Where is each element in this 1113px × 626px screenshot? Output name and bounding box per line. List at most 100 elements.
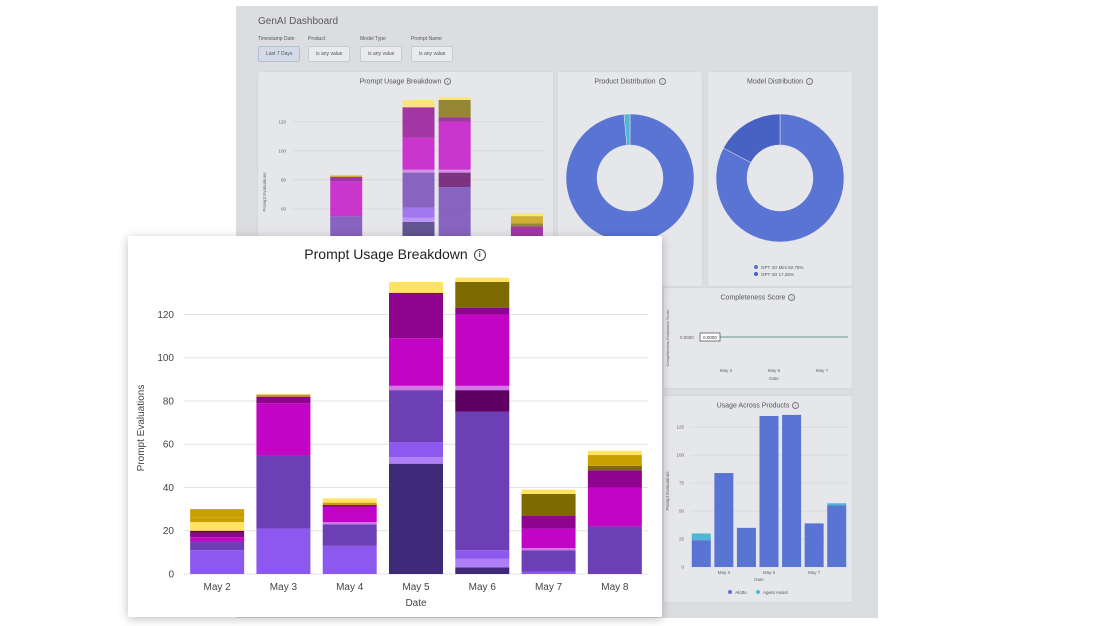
y-axis-label: Prompt Evaluations [665,471,670,511]
x-tick-label: May 2 [204,582,232,593]
x-tick-label: May 4 [336,582,364,593]
bar-segment [438,117,471,122]
bar-segment [455,567,510,574]
bar-segment [322,524,377,546]
bar-segment [455,550,510,559]
x-axis-label: Date [754,577,764,582]
card-title: Model Distribution [746,78,804,86]
bar-segment [521,515,576,529]
bar-segment [190,522,245,531]
completeness-ytick: 0.0000 [680,335,694,340]
bar-segment [438,100,471,118]
x-axis-label: Date [405,598,427,609]
card-title-row: Product Distribution i [558,78,702,85]
y-tick-label: 100 [278,148,286,153]
info-icon[interactable]: i [788,294,796,301]
bar-segment [389,442,443,458]
bar-segment [402,217,435,222]
bar-segment [389,463,443,574]
bar-segment [256,403,311,456]
info-icon[interactable]: i [444,78,452,85]
card-title: Product Distribution [594,78,656,86]
x-tick-label: May 3 [270,582,298,593]
bar-segment [389,385,443,391]
y-tick-label: 20 [163,526,175,537]
info-icon[interactable]: i [792,402,800,409]
info-icon[interactable]: i [658,78,666,85]
prompt-usage-card-zoomed: Prompt Usage Breakdown i 0 20 40 60 80 100 120 M… [128,236,662,617]
bar-segment [402,207,435,218]
usage-products-card: Usage Across Products i 0 25 50 75 100 125 Prom… [664,396,852,602]
filter-timestamp-button[interactable]: Last 7 Days [258,46,301,62]
filter-label: Prompt Name [411,36,442,42]
donut-slice [715,113,845,243]
bar-segment [389,390,443,443]
bar-segment [438,121,471,170]
card-title-row: Prompt Usage Breakdown i [128,246,662,262]
bar-segment [389,457,443,464]
legend-item: Agent Assist [756,590,788,595]
bar-segment [521,548,576,551]
info-icon[interactable]: i [473,249,486,262]
model-legend: GPT 4O Mini 82.75% GPT 4O 17.25% [754,264,803,278]
donut-slice [565,113,695,243]
bar-segment [190,541,245,551]
bar-segment [389,338,443,386]
bar-segment [190,532,245,538]
product-donut-chart [565,113,695,243]
y-tick-label: 0 [681,565,684,570]
legend-item: GPT 4O Mini 82.75% [754,264,803,271]
bar-segment [190,509,245,518]
bar-segment [455,314,510,386]
completeness-xtick: May 3 [720,368,733,373]
bar-segment [256,396,311,404]
bar-segment [402,107,435,138]
bar-segment [402,169,435,173]
bar-segment [322,545,377,574]
y-tick-label: 50 [679,509,685,514]
y-tick-label: 100 [157,353,174,364]
bar-segment [389,282,443,293]
card-title-row: Usage Across Products i [664,402,852,409]
filter-prompt-name-button[interactable]: is any value [411,46,454,62]
bar-segment [587,487,642,527]
legend-item: GPT 4O 17.25% [754,271,803,278]
card-title: Completeness Score [720,294,786,302]
filter-model-type-button[interactable]: is any value [360,46,403,62]
filter-label: Model Type [360,36,386,42]
bar-segment [256,455,311,529]
legend-label: Alotto [735,590,747,595]
bar-segment [759,416,779,567]
model-distribution-card: Model Distribution i GPT 4O Mini 82.75% G… [708,72,852,286]
y-axis-label: Prompt Evaluations [262,172,267,212]
x-tick-label: May 5 [402,582,430,593]
bar-segment [521,489,576,494]
filter-prompt-name: Prompt Name is any value [411,36,454,62]
x-tick-label: May 5 [763,570,776,575]
y-tick-label: 40 [163,483,175,494]
bar-segment [322,522,377,525]
bar-segment [322,502,377,505]
model-donut-chart [715,113,845,243]
bar-segment [827,505,847,567]
x-tick-label: May 7 [535,582,563,593]
legend-label: GPT 4O Mini 82.75% [761,265,804,270]
bar-segment [510,216,543,224]
filter-timestamp-date: Timestamp Date Last 7 Days [258,36,301,62]
bar-segment [521,493,576,516]
bar-segment [389,292,443,339]
bar-segment [804,523,824,567]
bar-segment [714,473,734,567]
bar-segment [190,537,245,542]
info-icon[interactable]: i [806,78,814,85]
completeness-xtick: May 5 [768,368,781,373]
bar-segment [438,172,471,188]
bar-segment [587,470,642,488]
bar-segment [402,172,435,208]
card-title-row: Model Distribution i [708,78,852,85]
bar-segment [438,169,471,173]
filter-product-button[interactable]: is any value [308,46,351,62]
bar-segment [330,175,363,177]
y-axis-label: Prompt Evaluations [136,385,147,472]
bar-segment [190,530,245,533]
